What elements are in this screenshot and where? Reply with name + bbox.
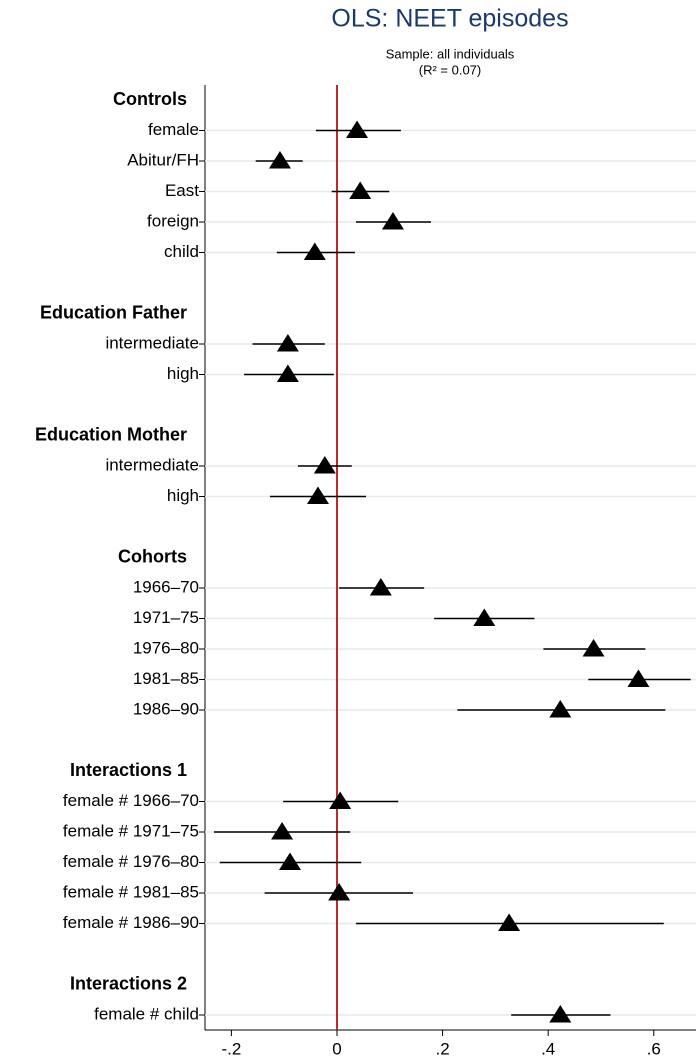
x-tick-label: -.2	[221, 1039, 241, 1058]
y-tick-label: female # child	[94, 1004, 199, 1023]
group-label: Interactions 2	[70, 973, 187, 993]
y-tick-label: female # 1966–70	[63, 791, 199, 810]
coefficient-marker	[306, 486, 329, 504]
coefficient-marker	[549, 1005, 572, 1023]
y-tick-label: female # 1986–90	[63, 913, 199, 932]
y-tick-label: high	[167, 486, 199, 505]
coefficient-marker	[271, 822, 294, 840]
y-tick-label: 1986–90	[133, 699, 199, 718]
y-tick-label: female # 1976–80	[63, 852, 199, 871]
coefficient-marker	[498, 913, 521, 931]
coefficient-marker	[473, 608, 496, 626]
group-label: Education Father	[40, 302, 187, 322]
coefficient-marker	[381, 212, 404, 230]
y-tick-label: female	[148, 120, 199, 139]
y-tick-label: female # 1981–85	[63, 882, 199, 901]
group-label: Education Mother	[35, 424, 187, 444]
coefficient-marker	[549, 700, 572, 718]
y-tick-label: 1976–80	[133, 638, 199, 657]
coefficient-marker	[582, 639, 605, 657]
y-tick-label: 1971–75	[133, 608, 199, 627]
y-tick-label: 1981–85	[133, 669, 199, 688]
y-tick-label: child	[164, 242, 199, 261]
x-tick-label: .6	[647, 1039, 661, 1058]
coefficient-marker	[268, 151, 291, 169]
coefficient-marker	[303, 242, 326, 260]
coefficient-marker	[369, 578, 392, 596]
y-tick-label: intermediate	[105, 455, 199, 474]
y-tick-label: Abitur/FH	[127, 150, 199, 169]
group-label: Cohorts	[118, 546, 187, 566]
y-tick-label: high	[167, 364, 199, 383]
x-tick-label: 0	[332, 1039, 341, 1058]
y-tick-label: East	[165, 181, 199, 200]
coefficient-marker	[346, 120, 369, 138]
y-tick-label: female # 1971–75	[63, 821, 199, 840]
group-label: Controls	[113, 89, 187, 109]
coefficient-marker	[276, 334, 299, 352]
coefficient-marker	[276, 364, 299, 382]
y-tick-label: intermediate	[105, 333, 199, 352]
y-tick-label: foreign	[147, 211, 199, 230]
x-tick-label: .2	[435, 1039, 449, 1058]
x-tick-label: .4	[541, 1039, 555, 1058]
chart-title: OLS: NEET episodes	[331, 5, 568, 33]
y-tick-label: 1966–70	[133, 577, 199, 596]
subtitle: (R² = 0.07)	[419, 62, 482, 77]
coefficient-marker	[279, 852, 302, 870]
coefficient-marker	[627, 669, 650, 687]
coefficient-marker	[329, 791, 352, 809]
coefficient-marker	[349, 181, 372, 199]
subtitle: Sample: all individuals	[386, 46, 515, 61]
coefficient-marker	[313, 456, 336, 474]
coefficient-marker	[328, 883, 351, 901]
group-label: Interactions 1	[70, 760, 187, 780]
